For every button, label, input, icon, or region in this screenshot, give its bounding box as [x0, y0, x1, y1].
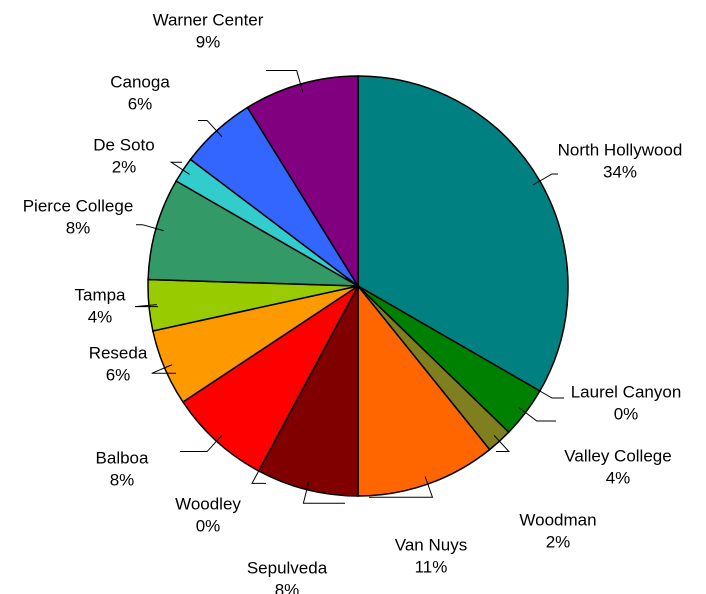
slice-label: De Soto: [93, 135, 154, 154]
slice-label: North Hollywood: [558, 140, 683, 159]
slice-label: Valley College: [564, 446, 671, 465]
leader-line: [136, 224, 164, 232]
slice-value-label: 6%: [106, 365, 131, 384]
leader-line: [151, 364, 176, 374]
leader-line: [493, 434, 511, 453]
slice-value-label: 0%: [614, 404, 639, 423]
slice-label: Warner Center: [153, 10, 264, 29]
leader-line: [169, 161, 190, 175]
slice-value-label: 2%: [546, 532, 571, 551]
slice-value-label: 9%: [196, 32, 221, 51]
slice-value-label: 0%: [196, 516, 221, 535]
slice-label: Balboa: [96, 448, 149, 467]
leader-line: [369, 476, 434, 498]
slice-value-label: 34%: [603, 162, 637, 181]
slice-value-label: 4%: [88, 307, 113, 326]
leader-line: [532, 173, 558, 186]
leader-line: [180, 434, 223, 453]
slice-value-label: 6%: [128, 94, 153, 113]
slice-label: Laurel Canyon: [571, 382, 682, 401]
leader-line: [518, 407, 556, 422]
slice-label: Canoga: [110, 72, 170, 91]
slice-value-label: 8%: [110, 470, 135, 489]
slice-label: Woodley: [175, 494, 241, 513]
leader-line: [134, 304, 158, 308]
slice-label: Pierce College: [23, 196, 134, 215]
slice-value-label: 2%: [112, 157, 137, 176]
leader-line: [266, 70, 304, 92]
slice-label: Tampa: [74, 285, 126, 304]
slice-value-label: 4%: [606, 468, 631, 487]
slice-value-label: 11%: [415, 557, 448, 576]
leader-line: [198, 119, 223, 138]
leader-line: [302, 481, 345, 504]
slice-label: Sepulveda: [247, 558, 328, 577]
slice-value-label: 8%: [275, 580, 300, 594]
slice-label: Woodman: [519, 510, 596, 529]
slice-label: Reseda: [89, 343, 148, 362]
slice-label: Van Nuys: [395, 535, 467, 554]
slice-value-label: 8%: [66, 218, 91, 237]
